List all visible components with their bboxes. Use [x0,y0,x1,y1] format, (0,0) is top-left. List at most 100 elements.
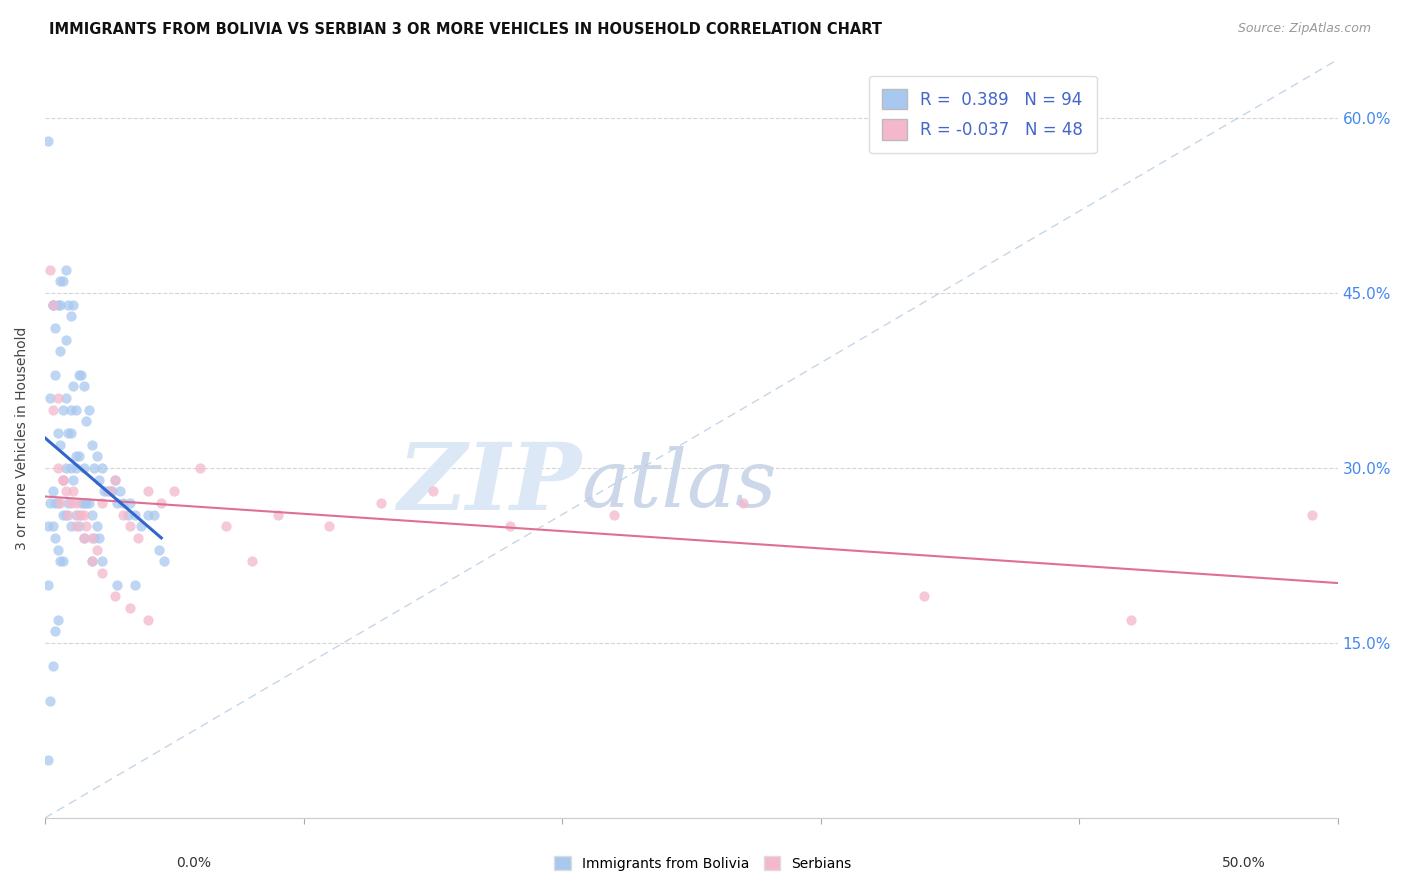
Point [1301,508,1323,522]
Point [37,577,59,591]
Point [42,297,65,311]
Point [42,484,65,499]
Point [150,496,173,510]
Point [75,414,97,428]
Text: IMMIGRANTS FROM BOLIVIA VS SERBIAN 3 OR MORE VEHICLES IN HOUSEHOLD CORRELATION C: IMMIGRANTS FROM BOLIVIA VS SERBIAN 3 OR … [49,22,882,37]
Point [912,589,935,603]
Point [52,473,75,487]
Point [44,624,66,639]
Point [42,297,65,311]
Point [127,531,149,545]
Point [46,542,69,557]
Point [90,554,112,568]
Point [49,297,72,311]
Point [80,437,103,451]
Point [62,297,84,311]
Point [59,496,82,510]
Point [59,425,82,440]
Point [39,694,62,708]
Point [49,274,72,288]
Point [105,577,128,591]
Point [73,379,96,393]
Point [67,368,90,382]
Point [266,508,288,522]
Point [93,484,115,499]
Text: 50.0%: 50.0% [1222,855,1265,870]
Point [111,508,134,522]
Point [83,461,105,475]
Point [46,496,69,510]
Point [86,450,108,464]
Y-axis label: 3 or more Vehicles in Household: 3 or more Vehicles in Household [15,327,30,550]
Point [46,297,69,311]
Point [52,402,75,417]
Point [96,484,118,499]
Point [120,519,142,533]
Point [39,262,62,277]
Point [240,554,263,568]
Point [52,473,75,487]
Point [62,379,84,393]
Point [58,496,80,510]
Point [90,496,112,510]
Point [65,508,87,522]
Point [75,496,97,510]
Point [59,519,82,533]
Point [67,508,90,522]
Point [148,542,170,557]
Point [73,531,96,545]
Point [70,496,93,510]
Text: atlas: atlas [582,445,776,523]
Point [65,519,87,533]
Point [138,484,160,499]
Point [46,461,69,475]
Point [98,484,121,499]
Point [89,473,111,487]
Point [46,613,69,627]
Point [215,519,238,533]
Point [49,496,72,510]
Point [188,461,211,475]
Point [42,297,65,311]
Point [104,473,127,487]
Point [55,262,77,277]
Point [46,391,69,405]
Point [70,508,93,522]
Point [42,659,65,673]
Point [65,461,87,475]
Point [59,461,82,475]
Point [370,496,392,510]
Point [104,473,127,487]
Point [73,461,96,475]
Point [73,531,96,545]
Point [98,484,121,499]
Point [318,519,340,533]
Point [83,531,105,545]
Point [90,461,112,475]
Point [80,508,103,522]
Point [86,519,108,533]
Point [603,508,626,522]
Point [142,508,165,522]
Point [67,450,90,464]
Point [731,496,754,510]
Point [44,321,66,335]
Point [70,368,93,382]
Point [77,402,100,417]
Point [58,297,80,311]
Point [37,519,59,533]
Point [129,519,152,533]
Point [117,508,139,522]
Point [59,402,82,417]
Point [52,508,75,522]
Point [62,473,84,487]
Point [52,274,75,288]
Point [1119,613,1142,627]
Point [55,461,77,475]
Point [37,753,59,767]
Point [52,554,75,568]
Point [42,402,65,417]
Point [39,391,62,405]
Point [62,484,84,499]
Text: Source: ZipAtlas.com: Source: ZipAtlas.com [1237,22,1371,36]
